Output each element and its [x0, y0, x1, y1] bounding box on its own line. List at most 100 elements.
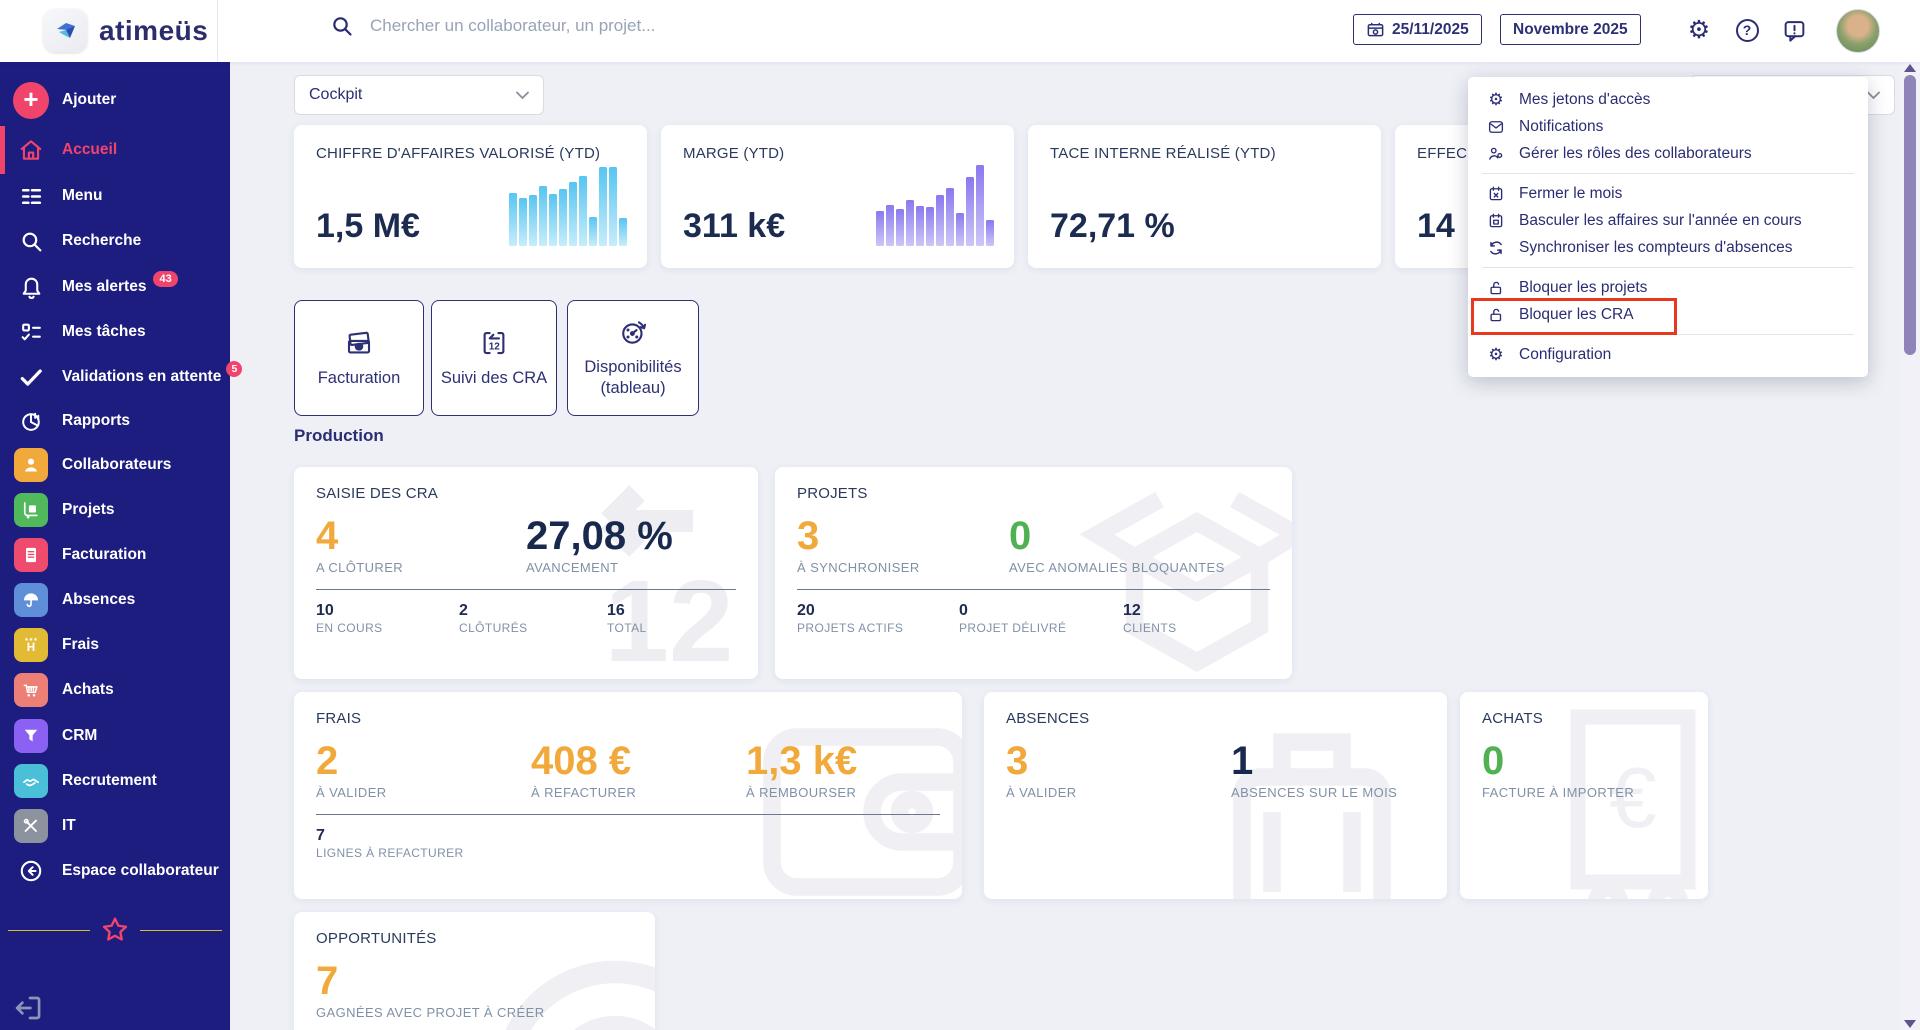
gear-icon: ⚙ [1488, 345, 1504, 364]
logout-button[interactable] [12, 992, 46, 1026]
sidebar-item-validations[interactable]: Validations en attente 5 [0, 355, 243, 399]
menu-item-basculer-affaires[interactable]: Basculer les affaires sur l'année en cou… [1468, 207, 1868, 234]
menu-item-bloquer-projets[interactable]: Bloquer les projets [1468, 274, 1868, 301]
stat-value: 7 [316, 959, 339, 1003]
chevron-down-icon [516, 91, 529, 99]
app-logo[interactable]: atimeüs [44, 9, 208, 52]
current-month-chip[interactable]: Novembre 2025 [1500, 14, 1641, 45]
sidebar-item-espace-collaborateur[interactable]: Espace collaborateur [0, 849, 230, 893]
hotel-icon: H ★★★ [14, 628, 48, 662]
sidebar-item-label: Recrutement [62, 772, 157, 789]
menu-item-configuration[interactable]: ⚙ Configuration [1468, 341, 1868, 368]
sidebar-item-ajouter[interactable]: + Ajouter [0, 78, 230, 122]
scrollbar-down-arrow[interactable] [1904, 1020, 1916, 1028]
card-title: SAISIE DES CRA [316, 485, 439, 502]
substat-label: TOTAL [607, 621, 647, 635]
card-achats[interactable]: € ACHATS 0 FACTURE À IMPORTER [1460, 692, 1708, 899]
sidebar-item-projets[interactable]: Projets [0, 488, 230, 532]
purchase-invoice-watermark: € [1570, 709, 1696, 899]
menu-item-label: Bloquer les CRA [1519, 305, 1634, 323]
search-input[interactable] [370, 16, 1010, 36]
menu-item-synchroniser-compteurs[interactable]: Synchroniser les compteurs d'absences [1468, 234, 1868, 261]
sidebar-item-mes-alertes[interactable]: Mes alertes 43 [0, 265, 230, 309]
hand-truck-icon [14, 493, 48, 527]
kpi-value: 72,71 % [1050, 207, 1175, 245]
checklist-icon [13, 314, 49, 350]
menu-item-label: Gérer les rôles des collaborateurs [1519, 144, 1752, 162]
scrollbar-thumb[interactable] [1904, 75, 1916, 355]
menu-item-fermer-le-mois[interactable]: Fermer le mois [1468, 180, 1868, 207]
sidebar-item-label: Validations en attente [62, 368, 222, 385]
sidebar-item-menu[interactable]: Menu [0, 174, 230, 218]
quick-button-label: Disponibilités (tableau) [584, 358, 682, 397]
sidebar-item-label: Accueil [62, 141, 118, 158]
question-mark-icon: ? [1735, 18, 1759, 42]
header-divider [217, 0, 218, 62]
quick-button-suivi-cra[interactable]: 12 Suivi des CRA [431, 300, 557, 416]
kpi-value: 14 [1417, 207, 1455, 245]
card-frais[interactable]: FRAIS 2 À VALIDER 408 € À REFACTURER 1,3… [294, 692, 962, 899]
sidebar-item-label: Facturation [62, 546, 147, 563]
bell-icon [13, 269, 49, 305]
sidebar-item-it[interactable]: IT [0, 804, 230, 848]
section-title-production: Production [294, 426, 384, 445]
substat-value: 12 [1123, 602, 1141, 619]
kpi-card-tace[interactable]: TACE INTERNE RÉALISÉ (YTD) 72,71 % [1028, 125, 1381, 268]
stat-label: AVANCEMENT [526, 560, 619, 575]
help-button[interactable]: ? [1729, 12, 1765, 48]
card-projets[interactable]: PROJETS 3 À SYNCHRONISER 0 AVEC ANOMALIE… [775, 467, 1292, 679]
sidebar-item-recherche[interactable]: Recherche [0, 219, 230, 263]
sidebar-item-label: Mes tâches [62, 323, 146, 340]
menu-item-label: Basculer les affaires sur l'année en cou… [1519, 211, 1802, 229]
stat-label: À SYNCHRONISER [797, 560, 920, 575]
calendar-back-icon: 12 [483, 331, 505, 354]
sidebar-item-recrutement[interactable]: Recrutement [0, 759, 230, 803]
menu-item-mes-jetons[interactable]: ⚙ Mes jetons d'accès [1468, 86, 1868, 113]
circle-arrow-left-icon [13, 853, 49, 889]
user-avatar[interactable] [1836, 9, 1880, 53]
open-box-watermark [1079, 491, 1292, 673]
settings-gear-button[interactable]: ⚙ [1681, 12, 1717, 48]
sidebar-item-facturation[interactable]: Facturation [0, 533, 230, 577]
sidebar-item-absences[interactable]: Absences [0, 578, 230, 622]
sidebar-nav: + Ajouter Accueil Menu Recherche Mes ale… [0, 62, 243, 1030]
current-date-chip[interactable]: 25/11/2025 [1353, 14, 1482, 45]
scrollbar-up-arrow[interactable] [1904, 64, 1916, 72]
menu-item-label: Notifications [1519, 117, 1604, 135]
menu-item-bloquer-cra[interactable]: Bloquer les CRA [1468, 298, 1868, 335]
logout-door-icon [15, 996, 41, 1020]
view-select[interactable]: Cockpit [294, 75, 544, 115]
menu-divider [1482, 267, 1854, 268]
substat-value: 10 [316, 602, 334, 619]
kpi-value: 1,5 M€ [316, 207, 420, 245]
search-icon [13, 223, 49, 259]
menu-list-icon [13, 178, 49, 214]
menu-item-notifications[interactable]: Notifications [1468, 113, 1868, 140]
kpi-title: EFFEC [1417, 145, 1468, 162]
menu-item-label: Mes jetons d'accès [1519, 90, 1651, 108]
sidebar-item-label: Projets [62, 501, 115, 518]
sidebar-item-achats[interactable]: Achats [0, 668, 230, 712]
card-opportunites[interactable]: OPPORTUNITÉS 7 GAGNÉES AVEC PROJET À CRÉ… [294, 912, 655, 1030]
stat-value: 0 [1009, 514, 1032, 558]
menu-divider [1482, 334, 1854, 335]
kpi-card-chiffre-affaires[interactable]: CHIFFRE D'AFFAIRES VALORISÉ (YTD) 1,5 M€ [294, 125, 647, 268]
substat-value: 2 [459, 602, 468, 619]
substat-value: 0 [959, 602, 968, 619]
quick-button-facturation[interactable]: Facturation [294, 300, 424, 416]
card-saisie-des-cra[interactable]: 12 SAISIE DES CRA 4 A CLÔTURER 27,08 % A… [294, 467, 758, 679]
sidebar-item-accueil[interactable]: Accueil [0, 126, 230, 174]
page-scrollbar[interactable] [1900, 62, 1920, 1030]
sidebar-item-mes-taches[interactable]: Mes tâches [0, 310, 230, 354]
app-logo-icon [44, 9, 87, 52]
quick-button-disponibilites[interactable]: Disponibilités (tableau) [567, 300, 699, 416]
sidebar-item-crm[interactable]: CRM [0, 714, 230, 758]
feedback-button[interactable] [1776, 12, 1812, 48]
sidebar-item-rapports[interactable]: Rapports [0, 399, 230, 443]
card-absences[interactable]: ABSENCES 3 À VALIDER 1 ABSENCES SUR LE M… [984, 692, 1447, 899]
sidebar-item-collaborateurs[interactable]: Collaborateurs [0, 443, 230, 487]
menu-item-gerer-roles[interactable]: Gérer les rôles des collaborateurs [1468, 140, 1868, 167]
sidebar-item-frais[interactable]: H ★★★ Frais [0, 623, 230, 667]
kpi-card-marge[interactable]: MARGE (YTD) 311 k€ [661, 125, 1014, 268]
current-month: Novembre 2025 [1513, 20, 1628, 38]
